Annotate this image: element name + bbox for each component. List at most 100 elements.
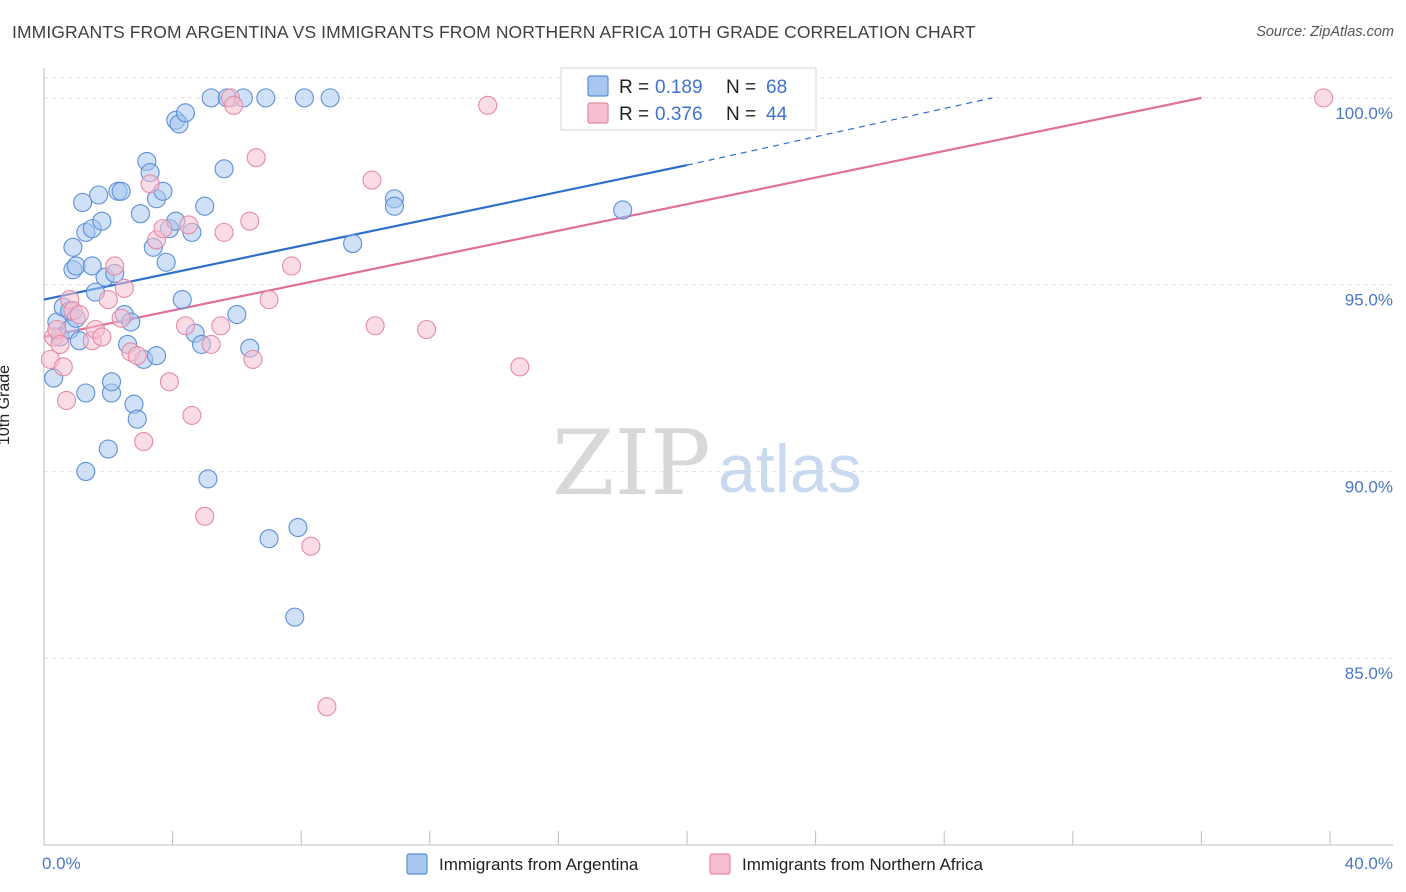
nafrica-point-26: [195, 506, 215, 526]
nafrica-point-32: [240, 211, 260, 231]
argentina-point-14: [76, 461, 96, 481]
argentina-point-18: [89, 185, 109, 205]
stats-r-label-2: R =: [619, 104, 649, 125]
nafrica-point-34: [246, 148, 266, 168]
legend-label-argentina: Immigrants from Argentina: [439, 855, 639, 874]
argentina-point-59: [259, 529, 279, 549]
argentina-point-60: [285, 607, 305, 627]
watermark-atlas: atlas: [718, 431, 862, 507]
grid-lines: [44, 77, 1393, 659]
argentina-point-58: [256, 88, 276, 108]
nafrica-point-41: [417, 319, 437, 340]
legend-swatch-argentina: [406, 853, 428, 875]
legend-label-nafrica: Immigrants from Northern Africa: [742, 855, 983, 874]
argentina-point-19: [92, 211, 112, 231]
argentina-point-51: [198, 469, 218, 489]
nafrica-point-3: [50, 334, 70, 354]
stats-r-value-1: 0.189: [655, 77, 703, 98]
nafrica-point-24: [179, 215, 199, 235]
watermark-zip: ZIP: [552, 411, 711, 516]
nafrica-point-4: [53, 357, 73, 377]
nafrica-point-12: [98, 290, 118, 310]
nafrica-point-29: [214, 222, 234, 242]
nafrica-point-43: [510, 357, 530, 377]
nafrica-point-28: [211, 316, 231, 336]
chart-title: IMMIGRANTS FROM ARGENTINA VS IMMIGRANTS …: [12, 22, 976, 42]
argentina-point-23: [101, 372, 122, 392]
stats-box: R = 0.189 N = 68 R = 0.376 N = 44: [560, 67, 817, 131]
watermark: ZIP atlas: [552, 411, 862, 516]
argentina-point-62: [294, 88, 314, 108]
stats-n-value-2: 44: [766, 104, 788, 125]
argentina-point-7: [63, 237, 83, 257]
argentina-point-16: [82, 256, 102, 276]
nafrica-point-13: [105, 256, 125, 276]
argentina-point-11: [73, 192, 93, 213]
y-tick-label-2: 95.0%: [1345, 291, 1393, 310]
nafrica-point-39: [362, 170, 382, 190]
nafrica-point-38: [317, 697, 337, 717]
nafrica-point-22: [159, 372, 179, 392]
nafrica-point-15: [114, 278, 134, 298]
nafrica-point-35: [259, 290, 279, 310]
nafrica-point-11: [92, 327, 112, 347]
argentina-point-40: [156, 252, 176, 272]
nafrica-point-21: [153, 219, 173, 239]
nafrica-point-37: [301, 536, 321, 556]
argentina-point-32: [130, 204, 150, 224]
argentina-trend-line: [43, 164, 688, 301]
argentina-point-52: [201, 88, 221, 108]
nafrica-point-23: [175, 316, 196, 336]
argentina-point-64: [343, 234, 363, 254]
argentina-point-67: [613, 200, 633, 220]
nafrica-point-25: [182, 405, 202, 425]
argentina-point-50: [195, 196, 215, 216]
stats-swatch-argentina: [587, 75, 609, 97]
nafrica-point-18: [134, 432, 154, 452]
source-credit: Source: ZipAtlas.com: [1256, 24, 1394, 40]
argentina-point-55: [227, 304, 247, 325]
nafrica-point-42: [478, 95, 498, 115]
y-tick-labels: 85.0% 90.0% 95.0% 100.0%: [1335, 104, 1393, 683]
argentina-point-46: [175, 103, 196, 123]
nafrica-point-17: [127, 346, 147, 366]
nafrica-point-14: [111, 308, 131, 328]
nafrica-point-27: [201, 334, 221, 354]
argentina-point-61: [288, 517, 308, 538]
argentina-point-13: [76, 383, 96, 403]
stats-r-label-1: R =: [619, 77, 649, 98]
argentina-point-26: [111, 181, 131, 201]
argentina-point-63: [320, 88, 340, 108]
stats-n-label-2: N =: [726, 104, 756, 125]
data-points: [40, 88, 1334, 717]
nafrica-point-8: [69, 304, 89, 325]
nafrica-point-45: [1314, 88, 1334, 108]
x-tick-labels: 0.0% 40.0%: [42, 854, 1393, 873]
stats-r-value-2: 0.376: [655, 104, 703, 125]
argentina-point-31: [127, 409, 147, 429]
argentina-trend-extension: [686, 97, 993, 166]
argentina-point-37: [146, 346, 167, 366]
nafrica-point-31: [224, 95, 244, 115]
legend: Immigrants from Argentina Immigrants fro…: [406, 853, 983, 875]
argentina-point-45: [172, 290, 192, 310]
nafrica-point-36: [282, 256, 302, 276]
x-tick-max: 40.0%: [1345, 854, 1393, 873]
nafrica-point-33: [243, 349, 263, 369]
argentina-point-8: [66, 256, 86, 276]
axes: [43, 68, 1393, 846]
stats-n-label-1: N =: [726, 77, 756, 98]
nafrica-point-5: [56, 390, 77, 411]
stats-swatch-nafrica: [587, 102, 609, 124]
y-tick-label-3: 100.0%: [1335, 104, 1393, 123]
y-tick-label-0: 85.0%: [1345, 664, 1393, 683]
legend-swatch-nafrica: [709, 853, 731, 875]
argentina-point-53: [214, 159, 234, 179]
x-tick-min: 0.0%: [42, 854, 81, 873]
argentina-point-66: [384, 196, 404, 216]
nafrica-point-40: [365, 316, 385, 336]
stats-n-value-1: 68: [766, 77, 787, 98]
nafrica-point-19: [140, 174, 160, 194]
argentina-point-21: [98, 439, 118, 459]
